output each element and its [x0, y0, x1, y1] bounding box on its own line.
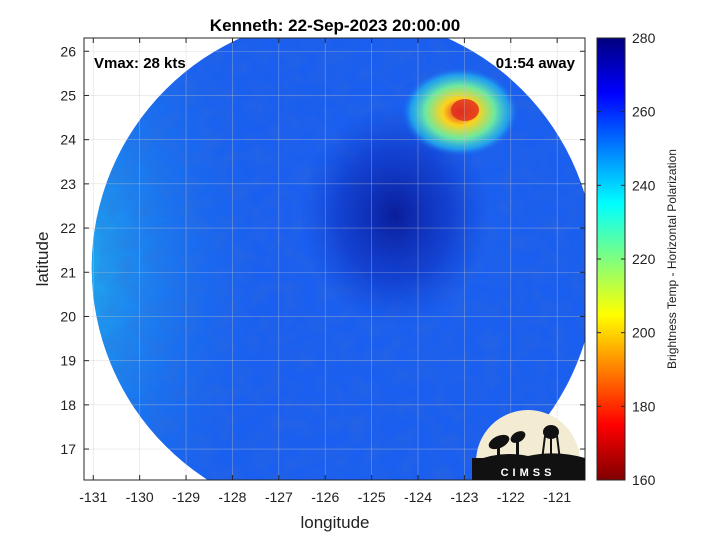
x-tick-label: -126 — [311, 489, 339, 505]
x-axis-label: longitude — [300, 513, 369, 532]
colorbar-ticks: 160 180 200 220 240 260 280 — [597, 30, 656, 488]
logo-text: CIMSS — [501, 467, 556, 479]
vmax-annotation: Vmax: 28 kts — [94, 55, 186, 72]
y-axis-label: latitude — [33, 232, 52, 287]
colorbar-label: Brightness Temp - Horizontal Polarizatio… — [665, 149, 679, 369]
y-tick-label: 24 — [60, 132, 76, 148]
chart-title: Kenneth: 22-Sep-2023 20:00:00 — [210, 16, 460, 35]
colorbar-tick-label: 280 — [632, 30, 656, 46]
colorbar-gradient — [596, 37, 626, 481]
colorbar-tick-label: 220 — [632, 251, 656, 267]
x-tick-label: -124 — [404, 489, 432, 505]
x-ticks: -131 -130 -129 -128 -127 -126 -125 -124 -123 -122… — [79, 38, 571, 505]
cimss-logo: CIMSS — [472, 410, 585, 480]
colorbar-tick-label: 180 — [632, 398, 656, 414]
x-tick-label: -131 — [79, 489, 107, 505]
swath-warm-region — [300, 105, 490, 325]
x-tick-label: -125 — [358, 489, 386, 505]
y-ticks: 17 18 19 20 21 22 23 24 25 26 — [60, 43, 585, 457]
swath-image — [91, 38, 585, 480]
y-tick-label: 20 — [60, 308, 76, 324]
x-tick-label: -121 — [543, 489, 571, 505]
swath-cold-core — [451, 99, 479, 121]
y-tick-label: 22 — [60, 220, 76, 236]
x-tick-label: -122 — [497, 489, 525, 505]
plot-frame — [83, 37, 586, 481]
colorbar-tick-label: 160 — [632, 472, 656, 488]
time-away-annotation: 01:54 away — [496, 55, 576, 72]
colorbar-tick-label: 260 — [632, 104, 656, 120]
x-tick-label: -127 — [265, 489, 293, 505]
colorbar: 160 180 200 220 240 260 280 Brightness Temp - … — [596, 30, 679, 488]
x-tick-label: -123 — [450, 489, 478, 505]
x-tick-label: -130 — [126, 489, 154, 505]
x-tick-label: -128 — [218, 489, 246, 505]
y-tick-label: 18 — [60, 397, 76, 413]
y-tick-label: 25 — [60, 87, 76, 103]
colorbar-tick-label: 240 — [632, 177, 656, 193]
y-tick-label: 17 — [60, 441, 76, 457]
y-tick-label: 26 — [60, 43, 76, 59]
colorbar-tick-label: 200 — [632, 325, 656, 341]
y-tick-label: 21 — [60, 264, 76, 280]
y-tick-label: 23 — [60, 176, 76, 192]
y-tick-label: 19 — [60, 353, 76, 369]
x-tick-label: -129 — [172, 489, 200, 505]
